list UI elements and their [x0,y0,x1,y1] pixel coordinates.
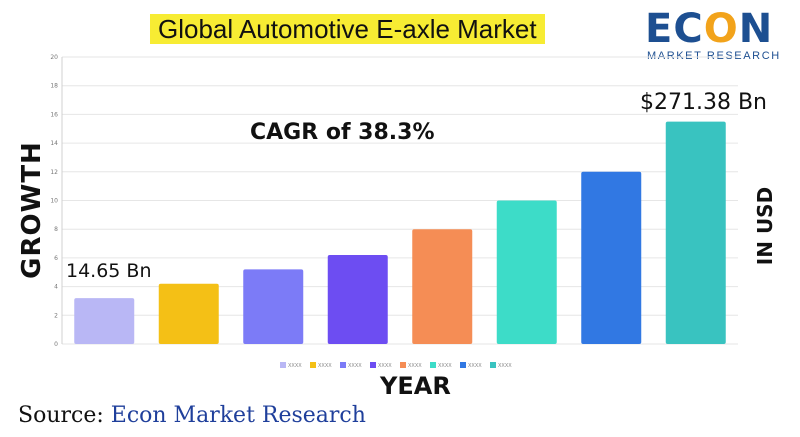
y-tick-label: 6 [54,255,58,262]
y-tick-label: 4 [54,284,58,291]
legend-label: XXXX [408,363,422,369]
chart-title: Global Automotive E-axle Market [150,14,545,44]
legend-swatch [310,362,316,368]
bar [158,283,219,344]
legend-swatch [280,362,286,368]
legend-label: XXXX [348,363,362,369]
legend-label: XXXX [288,363,302,369]
x-axis-label: YEAR [380,372,451,400]
legend-label: XXXX [438,363,452,369]
bar [327,255,388,344]
legend-swatch [490,362,496,368]
legend-label: XXXX [468,363,482,369]
y-tick-label: 12 [50,169,58,176]
logo-letter-e: E [645,6,674,52]
y-tick-label: 8 [54,226,58,233]
legend-label: XXXX [378,363,392,369]
y-tick-label: 18 [50,83,58,90]
y-tick-label: 10 [50,198,58,205]
legend-label: XXXX [318,363,332,369]
source-label: Source: [18,403,104,428]
bar [243,269,304,344]
source-line: Source: Econ Market Research [18,403,366,428]
logo-subtitle: MARKET RESEARCH [647,50,781,62]
first-value-label: 14.65 Bn [66,260,152,282]
source-name: Econ Market Research [110,403,366,428]
bar [412,229,473,344]
logo-letter-n: N [738,6,774,52]
legend-label: XXXX [498,363,512,369]
logo-letter-o: O [703,6,739,52]
bars [74,121,726,344]
cagr-annotation: CAGR of 38.3% [250,120,435,145]
y-tick-label: 14 [50,140,58,147]
logo-letter-c: C [673,6,704,52]
logo-word: ECON [645,8,773,50]
legend-swatch [340,362,346,368]
legend: XXXX XXXX XXXX XXXX XXXX XXXX XXXX XXXX [280,362,512,369]
right-axis-label: IN USD [753,186,777,266]
econ-logo: ECON MARKET RESEARCH [645,8,795,64]
legend-swatch [460,362,466,368]
bar [581,171,642,344]
bar [665,121,726,344]
last-value-label: $271.38 Bn [640,90,768,115]
bar [74,298,135,344]
y-tick-label: 16 [50,111,58,118]
y-axis-ticks: 0 2 4 6 8 10 12 14 16 18 20 [50,54,58,348]
legend-swatch [430,362,436,368]
y-tick-label: 0 [54,341,58,348]
y-tick-label: 2 [54,312,58,319]
bar [496,200,557,344]
y-tick-label: 20 [50,54,58,61]
y-axis-label: GROWTH [17,141,47,279]
legend-swatch [400,362,406,368]
legend-swatch [370,362,376,368]
